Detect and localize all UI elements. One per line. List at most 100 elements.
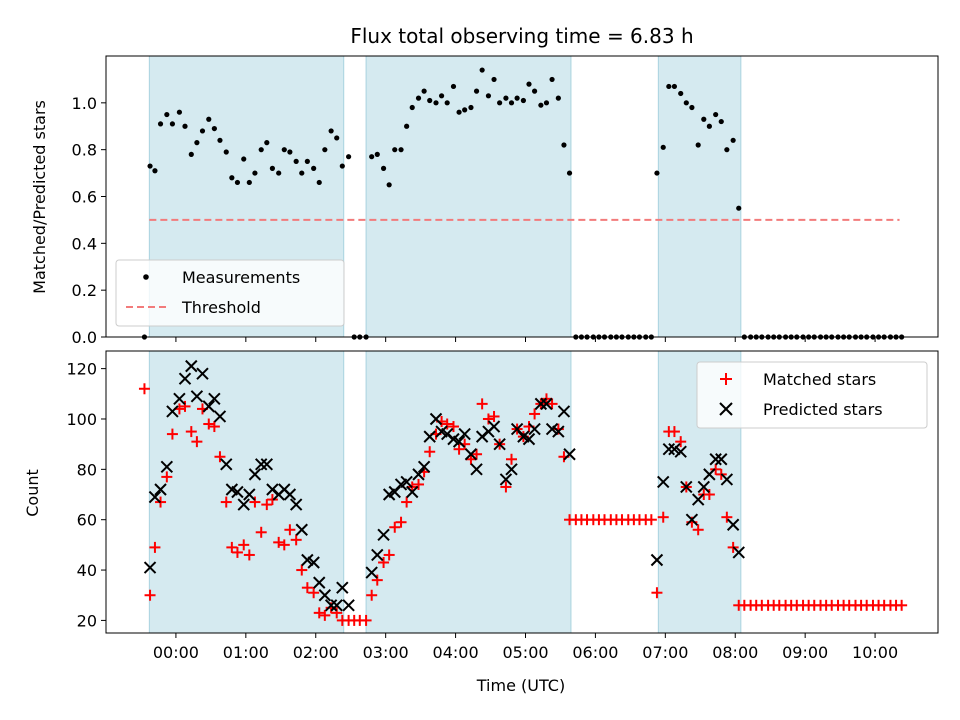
matched-star-point — [331, 607, 343, 619]
measurement-point — [701, 116, 707, 122]
bottom-legend: Matched stars Predicted stars — [696, 361, 928, 429]
measurement-point — [234, 179, 241, 186]
predicted-marker-b — [255, 458, 268, 471]
measurement-point — [299, 170, 305, 176]
measurement-point — [369, 154, 375, 160]
measurement-point — [211, 125, 217, 132]
matched-star-point — [278, 539, 290, 551]
measurement-point — [427, 97, 433, 104]
measurement-point — [479, 67, 485, 73]
predicted-marker-b — [301, 553, 314, 567]
y-tick-label: 120 — [66, 360, 97, 379]
predicted-star-point — [196, 367, 209, 380]
measurement-point — [566, 170, 573, 176]
measurement-point — [281, 147, 287, 153]
legend-threshold-label: Threshold — [181, 298, 261, 317]
measurement-point — [514, 95, 520, 101]
predicted-marker-b — [552, 425, 565, 438]
measurement-point — [415, 95, 422, 101]
predicted-star-point — [307, 556, 320, 569]
matched-star-point — [651, 587, 663, 599]
measurement-point — [683, 100, 689, 106]
measurement-point — [169, 121, 176, 127]
predicted-marker-b — [208, 392, 221, 406]
predicted-star-point — [295, 523, 308, 536]
top-legend-box — [115, 259, 345, 327]
matched-star-point — [389, 521, 401, 533]
measurement-point — [188, 151, 194, 157]
legend-predicted-label: Predicted stars — [763, 400, 883, 419]
predicted-marker-b — [545, 422, 559, 436]
matched-star-point — [261, 499, 273, 511]
predicted-star-point — [709, 453, 722, 466]
predicted-star-point — [255, 458, 268, 471]
measurement-point — [671, 83, 678, 90]
predicted-marker-b — [674, 445, 687, 458]
measurement-point — [339, 163, 345, 169]
predicted-star-point — [406, 485, 419, 499]
predicted-star-point — [143, 561, 157, 574]
predicted-star-point — [680, 480, 693, 494]
matched-star-point — [179, 400, 191, 412]
predicted-star-point — [190, 390, 204, 403]
measurement-point — [392, 147, 398, 153]
measurement-point — [433, 100, 439, 106]
count-panel: 20 40 60 80 100 120 00:00 01:00 02:00 03:00 04:00… — [23, 350, 939, 695]
predicted-marker-b — [429, 412, 443, 426]
predicted-marker-b — [248, 468, 262, 481]
measurement-point — [444, 100, 450, 106]
predicted-marker-b — [534, 397, 548, 411]
predicted-marker-b — [464, 448, 478, 461]
measurement-point — [147, 163, 153, 169]
y-tick-label: 0.2 — [72, 281, 97, 300]
measurement-point — [678, 90, 684, 97]
measurement-point — [380, 165, 387, 171]
matched-star-point — [506, 453, 518, 465]
predicted-marker-b — [499, 473, 513, 486]
measurement-point — [322, 147, 328, 153]
top-legend: Measurements Threshold — [115, 259, 345, 327]
predicted-marker-b — [377, 528, 390, 542]
predicted-marker-b — [324, 599, 338, 612]
predicted-star-point — [173, 392, 186, 406]
matched-star-point — [424, 446, 436, 458]
predicted-marker-b — [266, 483, 279, 496]
measurement-point — [217, 137, 223, 143]
matched-star-point — [273, 536, 285, 548]
measurement-point — [157, 121, 164, 127]
predicted-marker-b — [371, 548, 384, 562]
predicted-star-point — [470, 463, 483, 476]
predicted-star-point — [458, 427, 471, 441]
predicted-star-point — [685, 513, 699, 526]
measurement-point — [176, 109, 183, 115]
predicted-marker-b — [313, 576, 326, 589]
measurement-point — [730, 137, 736, 143]
matched-star-point — [500, 481, 512, 493]
matched-star-point — [366, 589, 378, 601]
predicted-star-point — [452, 435, 466, 448]
matched-star-point — [231, 546, 243, 558]
ratio-panel: 0.0 0.2 0.4 0.6 0.8 1.0 Matched/Predicted sta… — [30, 55, 939, 347]
predicted-marker-b — [668, 442, 681, 456]
predicted-star-point — [662, 442, 676, 456]
measurement-point — [304, 158, 310, 164]
matched-star-point — [166, 428, 178, 440]
measurement-point — [462, 107, 468, 113]
predicted-star-point — [313, 576, 326, 589]
predicted-marker-b — [505, 463, 518, 476]
measurement-point — [724, 147, 730, 153]
predicted-star-point — [715, 453, 728, 466]
predicted-star-point — [377, 528, 390, 542]
y-tick-label: 40 — [77, 561, 97, 580]
measurement-point — [386, 182, 392, 188]
predicted-star-point — [208, 392, 221, 406]
matched-star-point — [703, 489, 715, 501]
predicted-star-point — [160, 460, 174, 474]
x-tick-label: 08:00 — [712, 643, 758, 662]
measurement-point — [199, 128, 206, 134]
measurement-point — [450, 83, 457, 90]
predicted-star-point — [336, 581, 349, 594]
predicted-marker-b — [697, 480, 710, 494]
predicted-marker-b — [685, 513, 699, 526]
matched-star-point — [149, 541, 161, 553]
